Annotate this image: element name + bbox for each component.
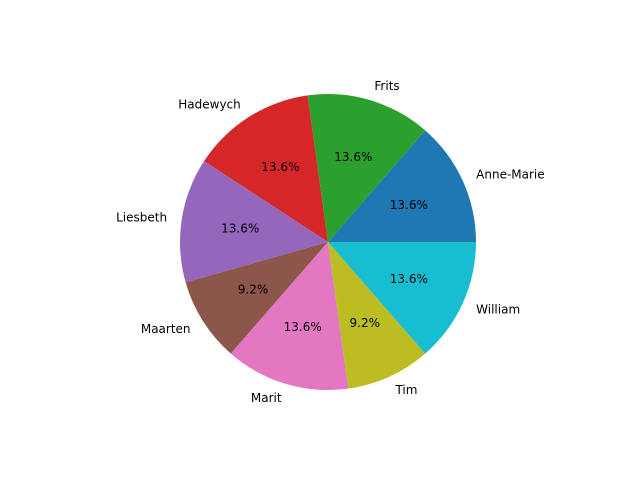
percent-label-william: 13.6%	[390, 272, 428, 286]
percent-label-frits: 13.6%	[334, 150, 372, 164]
pie-slice-maarten	[185, 242, 328, 354]
pie-slices	[180, 94, 476, 390]
pie-slice-william	[328, 242, 476, 354]
pie-slice-liesbeth	[180, 161, 328, 283]
percent-label-tim: 9.2%	[350, 316, 381, 330]
slice-label-frits: Frits	[374, 79, 399, 93]
slice-label-william: William	[476, 302, 520, 316]
percent-label-anne-marie: 13.6%	[390, 198, 428, 212]
pie-slice-marit	[230, 242, 349, 390]
pie-labels: Anne-Marie 13.6% Frits 13.6% Hadewych 13.6% Li…	[116, 79, 545, 405]
pie-slice-tim	[328, 242, 426, 389]
percent-label-liesbeth: 13.6%	[221, 222, 259, 236]
pie-slice-anne-marie	[328, 130, 476, 242]
percent-label-marit: 13.6%	[284, 320, 322, 334]
percent-label-maarten: 9.2%	[238, 283, 269, 297]
slice-label-tim: Tim	[394, 383, 417, 397]
slice-label-maarten: Maarten	[141, 322, 191, 336]
slice-label-liesbeth: Liesbeth	[116, 211, 167, 225]
percent-label-hadewych: 13.6%	[261, 160, 299, 174]
pie-slice-hadewych	[204, 95, 328, 242]
slice-label-marit: Marit	[251, 391, 282, 405]
slice-label-anne-marie: Anne-Marie	[476, 168, 545, 182]
slice-label-hadewych: Hadewych	[178, 98, 241, 112]
pie-slice-frits	[307, 94, 426, 242]
